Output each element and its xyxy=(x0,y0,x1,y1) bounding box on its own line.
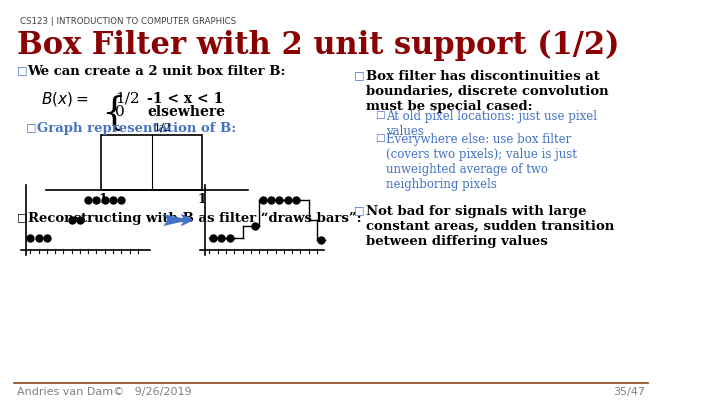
Text: 1: 1 xyxy=(198,193,207,206)
Text: □: □ xyxy=(375,133,384,143)
Text: -1: -1 xyxy=(94,193,108,206)
Text: Box filter has discontinuities at
boundaries, discrete convolution
must be speci: Box filter has discontinuities at bounda… xyxy=(366,70,608,113)
Bar xyxy=(101,135,202,190)
Text: □: □ xyxy=(354,70,364,80)
Text: □: □ xyxy=(17,65,27,75)
Text: 0: 0 xyxy=(115,105,125,119)
Text: $B(x)=$: $B(x)=$ xyxy=(41,90,89,108)
Text: □: □ xyxy=(17,212,27,222)
Text: Andries van Dam©   9/26/2019: Andries van Dam© 9/26/2019 xyxy=(17,387,192,397)
Text: 1/2: 1/2 xyxy=(115,92,140,106)
Text: Box Filter with 2 unit support (1/2): Box Filter with 2 unit support (1/2) xyxy=(17,30,619,61)
Text: □: □ xyxy=(375,110,384,120)
Text: 1/2: 1/2 xyxy=(153,122,171,132)
Text: □: □ xyxy=(26,122,36,132)
Text: At old pixel locations: just use pixel
values: At old pixel locations: just use pixel v… xyxy=(386,110,597,138)
Text: Not bad for signals with large
constant areas, sudden transition
between differi: Not bad for signals with large constant … xyxy=(366,205,614,248)
Text: Everywhere else: use box filter
(covers two pixels); value is just
unweighted av: Everywhere else: use box filter (covers … xyxy=(386,133,577,191)
Text: 35/47: 35/47 xyxy=(613,387,645,397)
Text: Reconstructing with B as filter “draws bars”:: Reconstructing with B as filter “draws b… xyxy=(27,212,361,225)
Text: elsewhere: elsewhere xyxy=(147,105,225,119)
Text: □: □ xyxy=(354,205,364,215)
Text: {: { xyxy=(101,95,126,132)
Text: CS123 | INTRODUCTION TO COMPUTER GRAPHICS: CS123 | INTRODUCTION TO COMPUTER GRAPHIC… xyxy=(20,17,236,26)
Text: Graph representation of B:: Graph representation of B: xyxy=(37,122,236,135)
Text: We can create a 2 unit box filter B:: We can create a 2 unit box filter B: xyxy=(27,65,286,78)
Text: -1 < x < 1: -1 < x < 1 xyxy=(147,92,223,106)
